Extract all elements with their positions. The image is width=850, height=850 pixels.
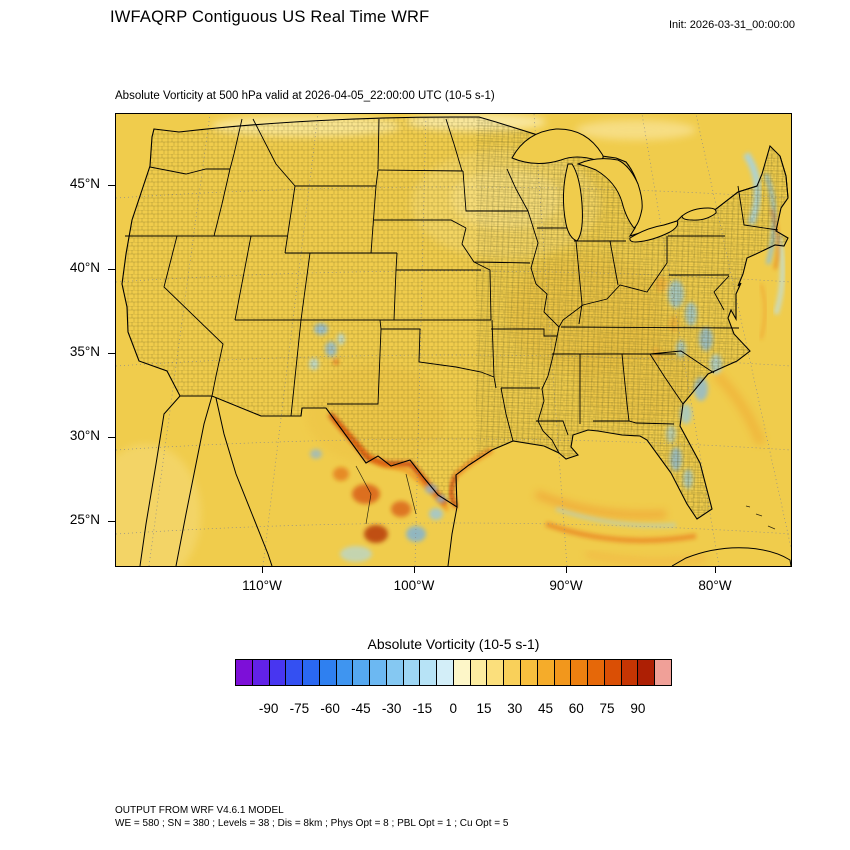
colorbar-segment [286, 660, 304, 685]
colorbar-tick-label: 75 [599, 701, 615, 716]
colorbar-segment [554, 660, 572, 685]
colorbar-tick-label: -75 [289, 701, 310, 716]
colorbar-segment [537, 660, 555, 685]
colorbar-segment [655, 660, 671, 685]
lat-label: 25°N [69, 512, 100, 527]
colorbar-segment [370, 660, 387, 685]
colorbar-segment [638, 660, 656, 685]
colorbar-segment [453, 660, 471, 685]
colorbar-segment [621, 660, 639, 685]
colorbar-segment [236, 660, 253, 685]
plot-title: IWFAQRP Contiguous US Real Time WRF [110, 8, 430, 26]
colorbar-tick-label: 45 [538, 701, 554, 716]
colorbar-segment [604, 660, 622, 685]
colorbar-segment [303, 660, 320, 685]
colorbar-segment [470, 660, 488, 685]
colorbar-segment [403, 660, 421, 685]
colorbar-title: Absolute Vorticity (10-5 s-1) [367, 636, 540, 652]
colorbar-tick-label: -60 [320, 701, 340, 716]
colorbar-segment [420, 660, 438, 685]
lat-label: 30°N [69, 428, 100, 443]
colorbar-tick-label: 90 [630, 701, 646, 716]
colorbar-segment [588, 660, 605, 685]
colorbar-segment [437, 660, 454, 685]
lon-label: 100°W [393, 578, 435, 593]
lat-tick [108, 436, 115, 438]
colorbar-tick-label: -15 [412, 701, 433, 716]
colorbar-segment [252, 660, 270, 685]
lat-label: 35°N [69, 344, 100, 359]
colorbar-tick-label: -30 [381, 701, 402, 716]
colorbar-segment [336, 660, 354, 685]
map-canvas [116, 114, 791, 566]
lon-tick [566, 566, 567, 573]
footer-model-line: OUTPUT FROM WRF V4.6.1 MODEL [115, 805, 284, 816]
colorbar-segment [487, 660, 505, 685]
colorbar-tick-label: 30 [507, 701, 523, 716]
colorbar-tick-labels: -90 -75 -60 -45 -30 -15 0 15 30 45 60 75 90 [235, 701, 672, 719]
lon-label: 90°W [549, 578, 583, 593]
lat-label: 40°N [69, 260, 100, 275]
lat-label: 45°N [69, 176, 100, 191]
colorbar-segment [269, 660, 287, 685]
lat-tick [108, 268, 115, 270]
map-frame [115, 113, 792, 567]
colorbar-tick-label: -90 [258, 701, 279, 716]
colorbar-segment [504, 660, 522, 685]
colorbar-tick-label: -45 [351, 701, 371, 716]
colorbar-segment [386, 660, 404, 685]
lon-tick [262, 566, 263, 573]
colorbar-segment [521, 660, 538, 685]
lon-label: 110°W [242, 578, 282, 593]
lon-label: 80°W [698, 578, 732, 593]
colorbar-segment [319, 660, 337, 685]
footer-config-line: WE = 580 ; SN = 380 ; Levels = 38 ; Dis … [115, 818, 509, 829]
init-time-label: Init: 2026-03-31_00:00:00 [669, 19, 795, 31]
colorbar-tick-label: 15 [476, 701, 492, 716]
colorbar [235, 659, 672, 686]
colorbar-tick-label: 60 [568, 701, 584, 716]
lat-tick [108, 352, 115, 354]
lon-tick [414, 566, 415, 573]
lat-tick [108, 184, 115, 186]
colorbar-segment [353, 660, 371, 685]
colorbar-tick-label: 0 [449, 701, 457, 716]
colorbar-segment [571, 660, 589, 685]
map-subtitle: Absolute Vorticity at 500 hPa valid at 2… [115, 90, 495, 102]
lat-tick [108, 520, 115, 522]
lon-tick [715, 566, 716, 573]
